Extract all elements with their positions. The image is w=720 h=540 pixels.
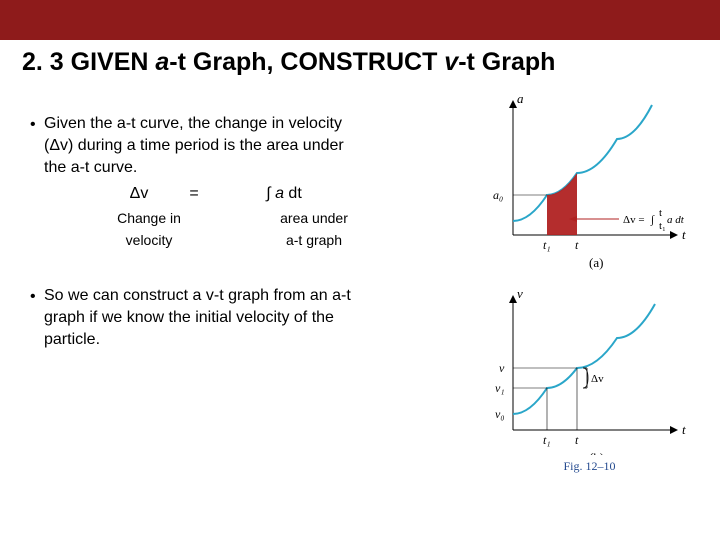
slide-title: 2. 3 GIVEN a-t Graph, CONSTRUCT v-t Grap… xyxy=(0,40,720,77)
top-bar xyxy=(0,0,720,40)
svg-text:t₁: t₁ xyxy=(543,238,551,252)
b1-l2: (Δv) during a time period is the area un… xyxy=(44,137,344,154)
eq-deltaV: Δv xyxy=(44,183,164,205)
b2-l3: particle. xyxy=(44,331,100,348)
svg-text:v: v xyxy=(517,286,523,301)
bullet-dot-icon: • xyxy=(30,285,44,351)
svg-text:Δv =: Δv = xyxy=(623,214,645,226)
title-ital-v: v xyxy=(444,48,458,76)
eq-int-pre: ∫ xyxy=(266,185,275,202)
title-suffix: -t Graph xyxy=(458,48,555,76)
eq-equals: = xyxy=(164,183,224,205)
bullet-dot-icon: • xyxy=(30,113,44,279)
eq-int-a: a xyxy=(275,185,284,202)
sub-b-l2: a-t graph xyxy=(286,232,342,248)
sub-a-l1: Change in xyxy=(117,210,181,226)
svg-text:a₀: a₀ xyxy=(493,188,503,202)
svg-text:t: t xyxy=(575,238,579,252)
bullet-2: • So we can construct a v-t graph from a… xyxy=(30,285,460,351)
svg-text:t: t xyxy=(682,227,686,242)
svg-text:t₁: t₁ xyxy=(659,220,666,232)
equation-sublabels: Change in velocity area under a-t graph xyxy=(44,207,460,251)
svg-text:(b): (b) xyxy=(589,450,604,455)
svg-text:t: t xyxy=(682,422,686,437)
sub-a-l2: velocity xyxy=(126,232,173,248)
sublabel-area: area under a-t graph xyxy=(244,207,384,251)
eq-integral: ∫ a dt xyxy=(224,183,344,205)
b1-l1: Given the a-t curve, the change in veloc… xyxy=(44,115,342,132)
svg-text:t₁: t₁ xyxy=(543,433,551,447)
bullet-2-text: So we can construct a v-t graph from an … xyxy=(44,285,460,351)
eq-int-post: dt xyxy=(284,185,302,202)
left-column: • Given the a-t curve, the change in vel… xyxy=(30,113,460,357)
svg-text:v₁: v₁ xyxy=(495,381,505,395)
figure-caption: Fig. 12–10 xyxy=(477,459,702,474)
svg-text:(a): (a) xyxy=(589,255,603,270)
figure-wrapper: ata₀t₁tΔv = ∫tt₁a dt(a)vtv₀v₁vt₁tΔv(b) F… xyxy=(477,85,702,474)
content-area: • Given the a-t curve, the change in vel… xyxy=(0,77,720,357)
svg-text:∫: ∫ xyxy=(650,214,655,226)
equation-row: Δv = ∫ a dt xyxy=(44,183,460,205)
title-mid: -t Graph, CONSTRUCT xyxy=(169,48,444,76)
figure-svg: ata₀t₁tΔv = ∫tt₁a dt(a)vtv₀v₁vt₁tΔv(b) xyxy=(477,85,702,455)
b2-l2: graph if we know the initial velocity of… xyxy=(44,309,334,326)
svg-text:t: t xyxy=(575,433,579,447)
title-ital-a: a xyxy=(155,48,169,76)
b2-l1: So we can construct a v-t graph from an … xyxy=(44,287,351,304)
svg-text:v: v xyxy=(499,361,505,375)
b1-l3: the a-t curve. xyxy=(44,159,137,176)
svg-text:v₀: v₀ xyxy=(495,407,505,421)
svg-text:t: t xyxy=(659,207,662,219)
sub-b-l1: area under xyxy=(280,210,348,226)
svg-text:Δv: Δv xyxy=(591,373,604,385)
svg-text:a: a xyxy=(517,91,524,106)
figure-column: ata₀t₁tΔv = ∫tt₁a dt(a)vtv₀v₁vt₁tΔv(b) F… xyxy=(477,85,702,474)
sublabel-change: Change in velocity xyxy=(44,207,214,251)
svg-text:a dt: a dt xyxy=(667,214,685,226)
title-prefix: 2. 3 GIVEN xyxy=(22,48,155,76)
bullet-1-text: Given the a-t curve, the change in veloc… xyxy=(44,113,460,279)
bullet-1: • Given the a-t curve, the change in vel… xyxy=(30,113,460,279)
